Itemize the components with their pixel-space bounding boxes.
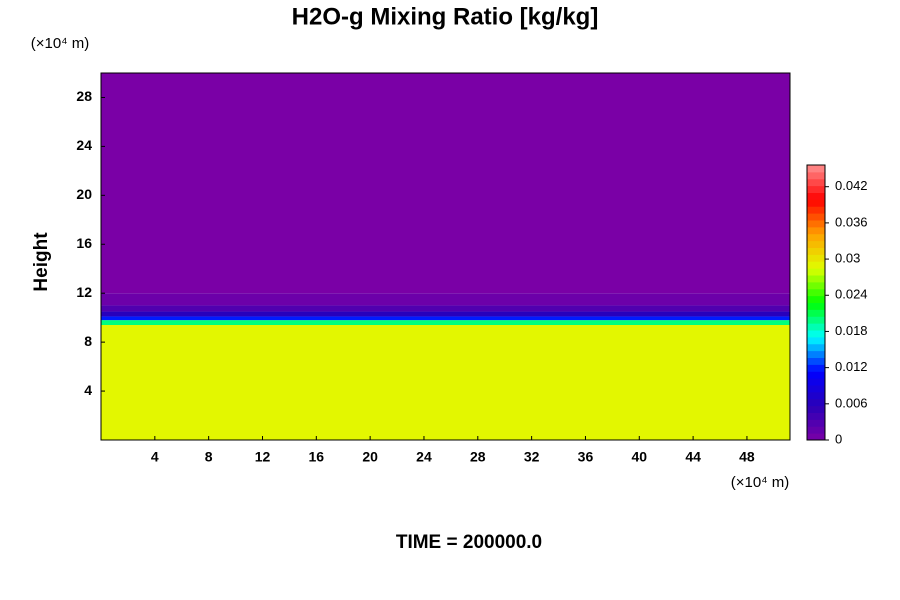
colorbar-segment xyxy=(807,350,825,358)
colorbar-segment xyxy=(807,309,825,317)
y-tick-label: 24 xyxy=(76,137,92,153)
colorbar-frame xyxy=(806,164,826,441)
colorbar-segment xyxy=(807,275,825,283)
colorbar-segment xyxy=(807,192,825,200)
colorbar-segment xyxy=(807,330,825,338)
colorbar-segment xyxy=(807,364,825,372)
colorbar-segment xyxy=(807,178,825,187)
x-tick-label: 20 xyxy=(362,449,378,465)
x-tick-label: 16 xyxy=(309,449,325,465)
colorbar-tick-label: 0.006 xyxy=(835,395,868,410)
colorbar-segment xyxy=(807,165,825,173)
colorbar-tick-label: 0.012 xyxy=(835,359,868,374)
x-tick-label: 28 xyxy=(470,449,486,465)
y-tick-label: 4 xyxy=(84,382,92,398)
x-tick-label: 12 xyxy=(255,449,271,465)
y-axis-label: Height xyxy=(31,232,52,292)
field-band xyxy=(101,305,790,312)
colorbar-segment xyxy=(807,254,825,262)
colorbar-segment xyxy=(807,391,825,400)
colorbar-tick-label: 0.036 xyxy=(835,214,868,229)
colorbar-tick-label: 0.018 xyxy=(835,323,868,338)
colorbar-tick-label: 0.03 xyxy=(835,251,860,266)
colorbar-segment xyxy=(807,247,825,255)
colorbar-segment xyxy=(807,261,825,269)
colorbar-tick-label: 0 xyxy=(835,431,842,446)
colorbar-tick-label: 0.024 xyxy=(835,287,868,302)
field-band xyxy=(101,73,790,294)
colorbar-segment xyxy=(807,433,825,441)
x-tick-label: 32 xyxy=(524,449,540,465)
colorbar-segment xyxy=(807,336,825,345)
y-tick-label: 28 xyxy=(76,88,92,104)
y-tick-label: 20 xyxy=(76,186,92,202)
colorbar-segment xyxy=(807,398,825,407)
colorbar-segment xyxy=(807,281,825,290)
colorbar-segment xyxy=(807,405,825,413)
colorbar-segment xyxy=(807,171,825,180)
field-band xyxy=(101,316,790,321)
x-unit-label: (×10⁴ m) xyxy=(731,474,790,491)
y-tick-label: 16 xyxy=(76,235,92,251)
x-tick-label: 24 xyxy=(416,449,432,465)
colorbar-segment xyxy=(807,288,825,297)
colorbar-segment xyxy=(807,302,825,310)
colorbar-segment xyxy=(807,220,825,228)
colorbar-segment xyxy=(807,378,825,386)
colorbar-segment xyxy=(807,343,825,352)
field-band xyxy=(101,311,790,317)
colorbar-segment xyxy=(807,419,825,427)
colorbar-segment xyxy=(807,226,825,235)
x-tick-label: 36 xyxy=(578,449,594,465)
y-tick-label: 8 xyxy=(84,333,92,349)
x-tick-label: 8 xyxy=(205,449,213,465)
field-band xyxy=(101,320,790,326)
field-band xyxy=(101,325,790,440)
plot-frame xyxy=(100,72,791,441)
colorbar-segment xyxy=(807,323,825,331)
colorbar-segment xyxy=(807,385,825,393)
x-tick-label: 40 xyxy=(631,449,647,465)
colorbar-tick-label: 0.042 xyxy=(835,178,868,193)
time-annotation: TIME = 200000.0 xyxy=(396,532,542,553)
y-unit-label: (×10⁴ m) xyxy=(31,35,90,52)
x-tick-label: 48 xyxy=(739,449,755,465)
x-tick-label: 4 xyxy=(151,449,159,465)
colorbar-segment xyxy=(807,199,825,207)
colorbar-segment xyxy=(807,206,825,214)
chart-title: H2O-g Mixing Ratio [kg/kg] xyxy=(292,3,599,30)
y-tick-label: 12 xyxy=(76,284,92,300)
colorbar-segment xyxy=(807,371,825,379)
x-tick-label: 44 xyxy=(685,449,701,465)
colorbar-segment xyxy=(807,412,825,420)
colorbar-segment xyxy=(807,295,825,303)
colorbar-segment xyxy=(807,357,825,365)
colorbar-segment xyxy=(807,426,825,434)
colorbar-segment xyxy=(807,240,825,248)
colorbar-segment xyxy=(807,213,825,221)
colorbar-segment xyxy=(807,316,825,324)
colorbar-segment xyxy=(807,185,825,193)
field-band xyxy=(101,293,790,306)
colorbar-segment xyxy=(807,268,825,276)
colorbar-segment xyxy=(807,233,825,242)
